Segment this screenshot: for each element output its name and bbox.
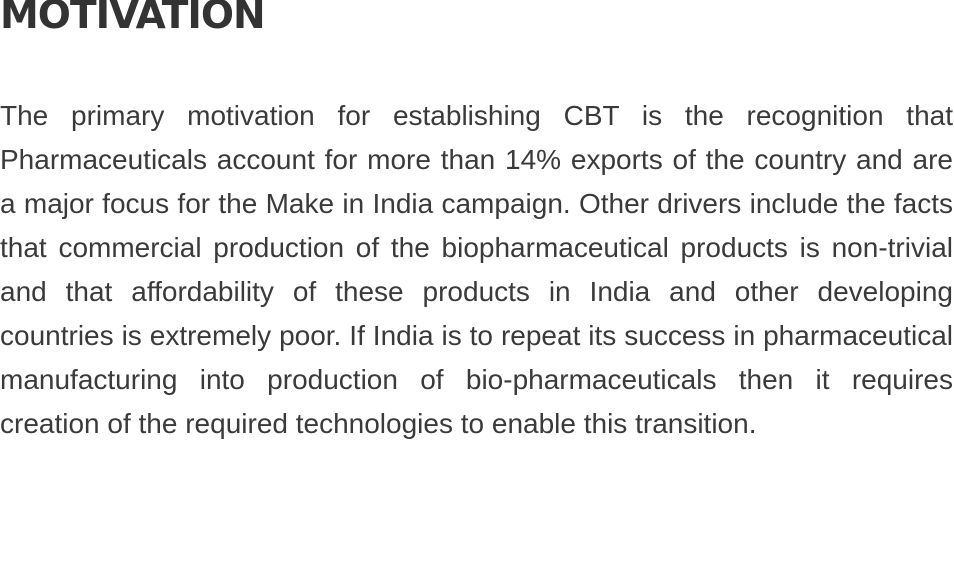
section-paragraph: The primary motivation for establishing … (0, 100, 953, 439)
section-title: MOTIVATION (0, 0, 266, 38)
